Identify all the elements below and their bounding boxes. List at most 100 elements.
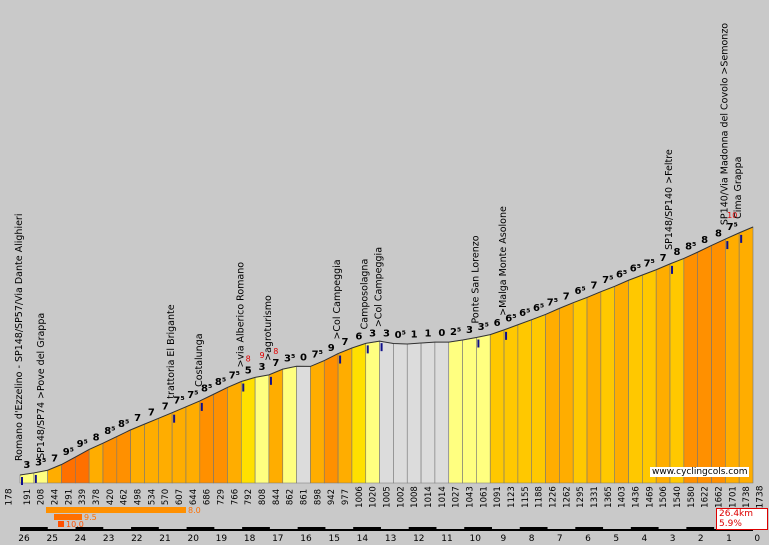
altitude-label: 844 [272, 489, 282, 505]
gradient-label: 7 [272, 358, 279, 369]
profile-bar [254, 374, 270, 484]
gradient-label: 7 [660, 253, 667, 264]
altitude-label: 1738 [742, 486, 752, 508]
altitude-label: 339 [78, 489, 88, 505]
gradient-label: 8⁵ [118, 419, 129, 430]
gradient-label: 0⁵ [395, 330, 406, 341]
waypoint-label: SP148/SP140 >Feltre [664, 149, 675, 250]
km-tick-label: 20 [187, 534, 199, 544]
km-tick-label: 22 [131, 534, 142, 544]
gradient-label: 3 [369, 328, 376, 339]
profile-bar [572, 296, 588, 484]
profile-bar [614, 279, 629, 484]
waypoint-marker [339, 355, 342, 364]
km-tick-label: 14 [357, 534, 369, 544]
profile-bar [642, 269, 657, 484]
altitude-label: 942 [327, 489, 337, 505]
steepest-section-bar [54, 514, 82, 520]
profile-bar [406, 342, 422, 484]
altitude-label: 977 [341, 489, 351, 505]
profile-bar [213, 386, 228, 484]
profile-bar [628, 274, 643, 484]
profile-bar [655, 263, 671, 484]
km-tick-label: 2 [698, 534, 704, 544]
profile-bar [559, 302, 574, 484]
profile-bar [434, 341, 450, 484]
profile-bar [185, 400, 201, 484]
altitude-label: 570 [161, 489, 171, 505]
gradient-label: 3⁵ [478, 322, 489, 333]
steepest-section-bar [58, 521, 64, 527]
profile-bars [19, 226, 754, 484]
profile-bar [337, 347, 353, 484]
profile-bar [489, 329, 505, 484]
altitude-label: 1622 [701, 486, 711, 508]
km-tick-label: 5 [613, 534, 619, 544]
altitude-label: 644 [189, 489, 199, 505]
waypoint-marker [21, 477, 23, 485]
km-axis-segment [630, 527, 659, 530]
km-tick-label: 1 [726, 534, 732, 544]
profile-bar [503, 324, 519, 484]
altitude-label: 1403 [618, 486, 628, 508]
gradient-label: 7 [134, 413, 141, 424]
steepest-section-bar [46, 507, 186, 513]
gradient-label: 3 [259, 362, 266, 373]
altitude-labels: 178 191 208 244 291 339 378 420 462 498 534 570 607 6… [5, 485, 766, 508]
altitude-label: 1262 [562, 486, 572, 508]
gradient-label: 7⁵ [173, 396, 184, 407]
profile-bar [296, 365, 311, 484]
altitude-label: 607 [175, 489, 185, 505]
waypoint-marker [173, 414, 176, 423]
altitude-label: 808 [258, 489, 268, 505]
altitude-label: 1295 [576, 486, 586, 508]
gradient-label: 0 [300, 352, 307, 363]
profile-bar [130, 423, 145, 484]
km-tick-label: 3 [670, 534, 676, 544]
altitude-label: 686 [203, 489, 213, 505]
profile-bar [158, 412, 173, 484]
km-axis-segment [297, 527, 326, 530]
waypoint-label: >Col Campeggia [374, 247, 385, 327]
altitude-label: 766 [230, 489, 240, 505]
altitude-label: 1331 [590, 486, 600, 508]
max-gradient-label: 8 [246, 354, 251, 363]
max-gradient-label: 9 [259, 351, 264, 360]
gradient-label: 8⁵ [201, 384, 212, 395]
altitude-label: 498 [134, 489, 144, 505]
gradient-label: 3⁵ [35, 458, 46, 469]
altitude-label: 208 [37, 489, 47, 505]
gradient-label: 7 [148, 407, 155, 418]
waypoint-label: SP148/SP74 >Pove del Grappa [36, 313, 47, 459]
km-axis-segment [186, 527, 215, 530]
altitude-label: 1014 [424, 486, 434, 508]
waypoint-label: Costalunga [194, 333, 205, 386]
gradient-label: 7 [342, 337, 349, 348]
profile-bar [586, 291, 602, 484]
gradient-label: 6⁵ [616, 269, 627, 280]
gradient-label: 3 [466, 325, 473, 336]
altitude-label: 1506 [659, 486, 669, 508]
waypoint-marker [477, 339, 480, 348]
altitude-label: 729 [217, 489, 227, 505]
km-tick-label: 18 [244, 534, 256, 544]
altitude-label: 291 [64, 489, 74, 505]
waypoint-marker [380, 343, 383, 352]
gradient-label: 8 [715, 228, 722, 239]
waypoint-label: trattoria El Brigante [166, 304, 177, 398]
km-tick-label: 8 [529, 534, 535, 544]
waypoint-labels: Romano d'Ezzelino - SP148/SP57/Via Dante… [14, 23, 744, 485]
altitude-label: 898 [313, 489, 323, 505]
credit-text: www.cyclingcols.com [652, 467, 748, 477]
waypoint-marker [726, 241, 729, 250]
km-tick-label: 19 [216, 534, 228, 544]
profile-bar [323, 353, 339, 484]
gradient-label: 7⁵ [547, 297, 558, 308]
km-tick-label: 0 [754, 534, 760, 544]
waypoint-marker [366, 345, 369, 354]
altitude-label: 1155 [521, 486, 531, 508]
climb-summary-box: 26.4km 5.9% [716, 508, 768, 530]
waypoint-label: SP140/Via Madonna del Covolo >Semonzo [719, 23, 730, 225]
